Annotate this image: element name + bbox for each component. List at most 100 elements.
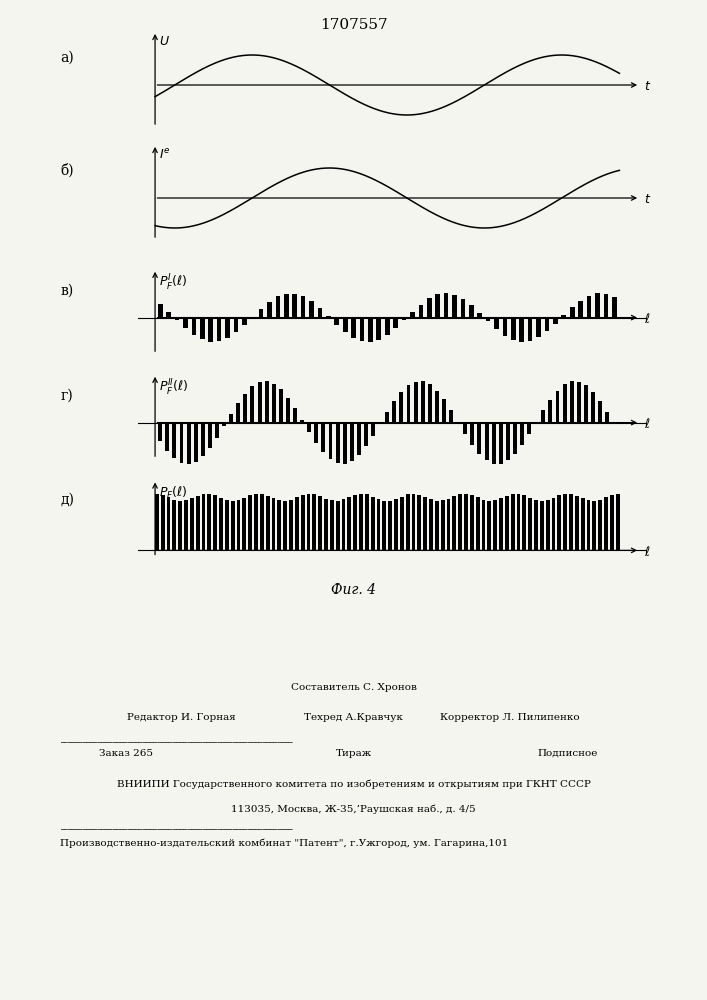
Text: Редактор И. Горная: Редактор И. Горная (127, 713, 236, 722)
Bar (341, 499, 345, 550)
Bar (293, 294, 297, 318)
Text: ВНИИПИ Государственного комитета по изобретениям и открытиям при ГКНТ СССР: ВНИИПИ Государственного комитета по изоб… (117, 779, 590, 789)
Bar (470, 423, 474, 445)
Bar (392, 401, 397, 423)
Bar (230, 501, 235, 550)
Bar (178, 501, 182, 550)
Bar (563, 384, 566, 423)
Bar (222, 423, 226, 426)
Bar (326, 316, 331, 318)
Bar (440, 500, 445, 550)
Bar (295, 497, 298, 550)
Bar (551, 498, 556, 550)
Bar (423, 497, 427, 550)
Bar (225, 318, 230, 338)
Bar (580, 498, 585, 550)
Bar (351, 318, 356, 338)
Text: $P_F(\ell)$: $P_F(\ell)$ (158, 485, 187, 501)
Bar (499, 498, 503, 550)
Bar (513, 423, 517, 454)
Text: Тираж: Тираж (335, 749, 372, 758)
Bar (233, 318, 238, 332)
Bar (284, 501, 287, 550)
Bar (196, 496, 199, 550)
Text: 113035, Москва, Ж-35,’Раушская наб., д. 4/5: 113035, Москва, Ж-35,’Раушская наб., д. … (231, 804, 476, 814)
Bar (300, 495, 305, 550)
Bar (385, 412, 389, 423)
Bar (417, 495, 421, 550)
Text: д): д) (60, 493, 74, 507)
Bar (360, 318, 364, 341)
Bar (528, 318, 532, 341)
Bar (300, 420, 304, 423)
Bar (557, 495, 561, 550)
Bar (324, 499, 328, 550)
Bar (312, 494, 316, 550)
Bar (271, 384, 276, 423)
Bar (570, 381, 573, 423)
Bar (427, 298, 431, 318)
Bar (260, 494, 264, 550)
Bar (463, 423, 467, 434)
Bar (184, 500, 188, 550)
Bar (612, 423, 617, 424)
Bar (394, 499, 398, 550)
Bar (155, 494, 158, 550)
Bar (505, 496, 509, 550)
Bar (528, 498, 532, 550)
Bar (612, 297, 617, 318)
Bar (491, 423, 496, 464)
Bar (382, 501, 386, 550)
Bar (350, 423, 354, 461)
Text: в): в) (61, 284, 74, 298)
Bar (605, 412, 609, 423)
Bar (377, 318, 381, 340)
Bar (587, 500, 590, 550)
Bar (400, 497, 404, 550)
Bar (266, 496, 269, 550)
Bar (399, 392, 404, 423)
Bar (561, 315, 566, 318)
Bar (217, 318, 221, 341)
Bar (347, 497, 351, 550)
Bar (257, 382, 262, 423)
Bar (604, 294, 608, 318)
Bar (160, 495, 165, 550)
Bar (506, 423, 510, 460)
Bar (595, 293, 600, 318)
Text: $\ell$: $\ell$ (644, 545, 650, 559)
Bar (402, 318, 407, 320)
Text: t: t (644, 80, 649, 93)
Bar (359, 494, 363, 550)
Bar (616, 494, 619, 550)
Bar (503, 318, 507, 336)
Bar (237, 500, 240, 550)
Bar (419, 305, 423, 318)
Bar (587, 296, 591, 318)
Bar (477, 313, 482, 318)
Bar (556, 391, 559, 423)
Bar (435, 501, 439, 550)
Bar (476, 497, 479, 550)
Text: 1707557: 1707557 (320, 18, 387, 32)
Bar (544, 318, 549, 331)
Bar (378, 423, 382, 424)
Bar (510, 494, 515, 550)
Bar (436, 294, 440, 318)
Bar (284, 294, 288, 318)
Bar (598, 401, 602, 423)
Bar (158, 304, 163, 318)
Text: Составитель С. Хронов: Составитель С. Хронов (291, 683, 416, 692)
Text: $\ell$: $\ell$ (644, 312, 650, 326)
Bar (173, 423, 176, 458)
Bar (167, 497, 170, 550)
Bar (393, 318, 398, 328)
Bar (229, 414, 233, 423)
Bar (498, 423, 503, 464)
Bar (301, 296, 305, 318)
Text: Фиг. 4: Фиг. 4 (331, 583, 376, 597)
Bar (243, 498, 246, 550)
Bar (487, 501, 491, 550)
Bar (309, 301, 314, 318)
Bar (173, 500, 176, 550)
